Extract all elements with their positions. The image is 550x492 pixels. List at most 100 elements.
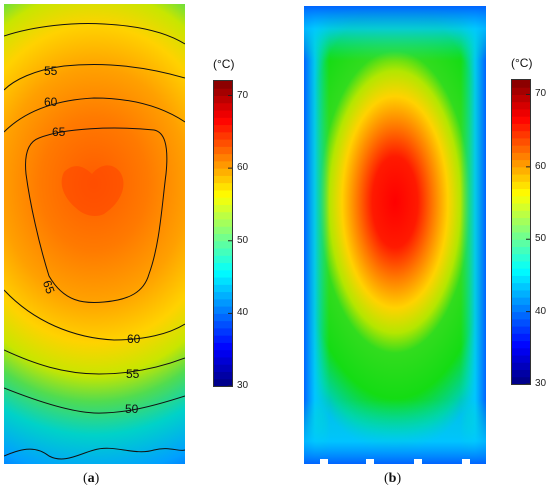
colorbar-tick-label: 70 bbox=[535, 88, 547, 100]
colorbar-band bbox=[512, 181, 530, 190]
colorbar-band bbox=[512, 166, 530, 175]
colorbar-band bbox=[214, 95, 232, 104]
colorbar-band bbox=[512, 101, 530, 110]
caption-b-letter: b bbox=[388, 471, 397, 486]
caption-b: (b) bbox=[384, 471, 402, 486]
colorbar-band bbox=[512, 253, 530, 262]
colorbar-band bbox=[214, 182, 232, 191]
contour-65 bbox=[25, 127, 168, 304]
colorbar-band bbox=[214, 306, 232, 314]
colorbar-band bbox=[512, 289, 530, 298]
colorbar-band bbox=[512, 224, 530, 233]
hot-core-a bbox=[61, 165, 124, 216]
colorbar-band bbox=[214, 349, 232, 358]
colorbar-tick-label: 50 bbox=[535, 233, 547, 245]
colorbar-band bbox=[512, 275, 530, 284]
colorbar-band bbox=[214, 342, 232, 351]
contour-label-65-top: 65 bbox=[52, 125, 66, 139]
colorbar-a-bands bbox=[214, 81, 232, 386]
colorbar-band bbox=[512, 130, 530, 139]
colorbar-band bbox=[214, 262, 232, 271]
colorbar-tick-label: 30 bbox=[535, 378, 547, 389]
caption-a: (a) bbox=[83, 471, 100, 486]
colorbar-band bbox=[214, 335, 232, 343]
notch-4 bbox=[462, 459, 470, 464]
colorbar-band bbox=[214, 168, 232, 176]
colorbar-band bbox=[512, 369, 530, 378]
colorbar-tick-label: 70 bbox=[237, 89, 249, 101]
colorbar-band bbox=[512, 340, 530, 349]
contour-60 bbox=[4, 97, 185, 341]
heatmap-a-field bbox=[4, 4, 185, 464]
contour-label-55-bottom: 55 bbox=[126, 367, 140, 381]
heatmap-b-edge-vertical bbox=[304, 6, 486, 464]
colorbar-tick-label: 30 bbox=[237, 380, 249, 391]
colorbar-band bbox=[512, 152, 530, 161]
colorbar-tick-label: 50 bbox=[237, 234, 249, 246]
colorbar-band bbox=[214, 269, 232, 278]
colorbar-band bbox=[214, 117, 232, 126]
colorbar-band bbox=[214, 364, 232, 372]
colorbar-tick-label: 40 bbox=[237, 307, 249, 319]
colorbar-band bbox=[214, 124, 232, 133]
colorbar-band bbox=[512, 232, 530, 240]
colorbar-band bbox=[512, 210, 530, 219]
colorbar-band bbox=[214, 320, 232, 329]
colorbar-band bbox=[512, 268, 530, 276]
contour-55-bottom bbox=[4, 349, 185, 375]
colorbar-band bbox=[512, 282, 530, 291]
colorbar-band bbox=[512, 145, 530, 153]
colorbar-band bbox=[512, 304, 530, 313]
colorbar-band bbox=[512, 239, 530, 247]
colorbar-band bbox=[214, 226, 232, 234]
colorbar-band bbox=[512, 260, 530, 269]
colorbar-tick-label: 40 bbox=[535, 305, 547, 317]
colorbar-band bbox=[214, 160, 232, 169]
colorbar-band bbox=[214, 197, 232, 205]
colorbar-band bbox=[512, 297, 530, 305]
colorbar-band bbox=[512, 123, 530, 132]
colorbar-band bbox=[214, 255, 232, 264]
colorbar-a bbox=[213, 80, 233, 387]
colorbar-band bbox=[512, 217, 530, 226]
notch-2 bbox=[366, 459, 374, 464]
colorbar-band bbox=[214, 88, 232, 97]
colorbar-band bbox=[214, 81, 232, 89]
colorbar-band bbox=[214, 371, 232, 380]
colorbar-band bbox=[214, 110, 232, 118]
notch-1 bbox=[320, 459, 328, 464]
colorbar-band bbox=[214, 233, 232, 242]
colorbar-band bbox=[512, 80, 530, 88]
colorbar-band bbox=[214, 175, 232, 184]
colorbar-band bbox=[512, 174, 530, 182]
colorbar-band bbox=[512, 376, 530, 384]
colorbar-band bbox=[512, 311, 530, 320]
caption-a-letter: a bbox=[87, 471, 95, 486]
colorbar-band bbox=[512, 203, 530, 211]
colorbar-band bbox=[214, 102, 232, 111]
notch-3 bbox=[414, 459, 422, 464]
colorbar-band bbox=[512, 326, 530, 334]
colorbar-a-unit: (°C) bbox=[213, 57, 235, 71]
colorbar-tick-label: 60 bbox=[237, 162, 249, 174]
colorbar-band bbox=[512, 87, 530, 95]
contour-50-bottom bbox=[4, 387, 185, 414]
colorbar-tick-label: 60 bbox=[535, 160, 547, 172]
colorbar-band bbox=[214, 146, 232, 155]
colorbar-band bbox=[214, 291, 232, 300]
colorbar-band bbox=[214, 218, 232, 227]
colorbar-band bbox=[512, 246, 530, 255]
colorbar-band bbox=[512, 362, 530, 371]
colorbar-band bbox=[214, 356, 232, 365]
colorbar-band bbox=[214, 277, 232, 285]
colorbar-band bbox=[214, 378, 232, 386]
contour-50-top bbox=[4, 23, 185, 45]
contour-bottom-wavy bbox=[4, 447, 185, 460]
colorbar-band bbox=[512, 94, 530, 103]
colorbar-band bbox=[512, 318, 530, 327]
heatmap-b-plot bbox=[304, 6, 486, 464]
colorbar-band bbox=[214, 211, 232, 220]
colorbar-b-unit: (°C) bbox=[511, 56, 533, 70]
colorbar-band bbox=[512, 116, 530, 124]
colorbar-band bbox=[512, 355, 530, 363]
